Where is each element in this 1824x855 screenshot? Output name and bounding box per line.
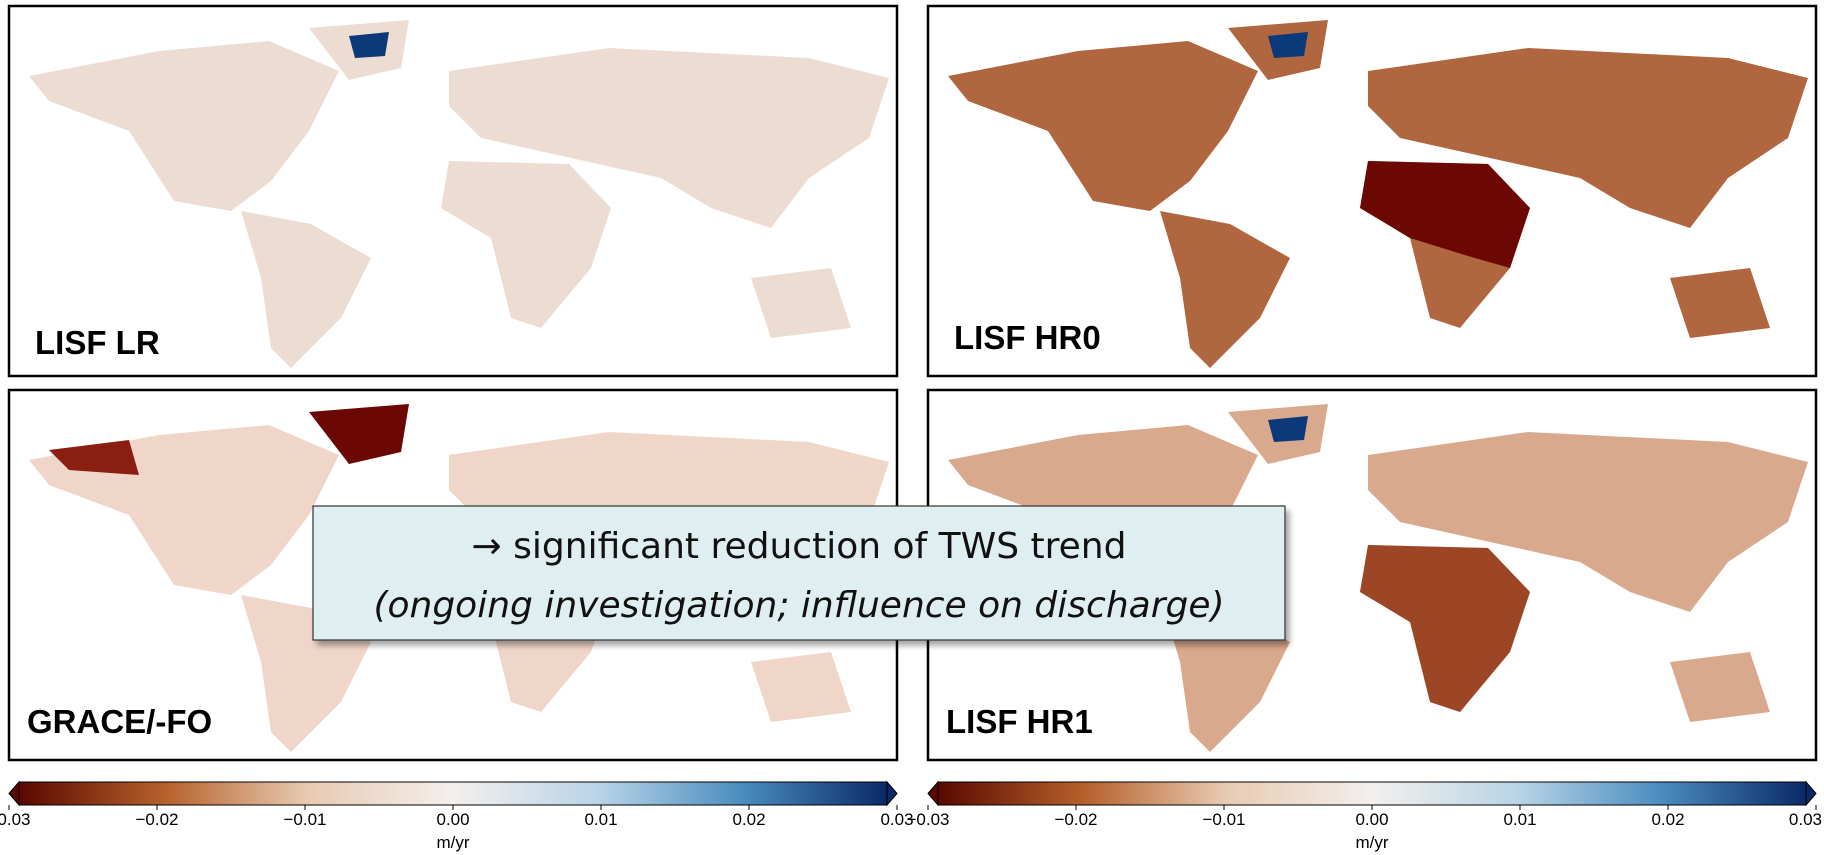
map-panel: LISF HR0 [926,4,1818,378]
tick-label: 0.02 [1651,810,1684,829]
tick-label: −0.02 [135,810,178,829]
panel-label: LISF LR [35,324,160,361]
tick-label: 0.02 [732,810,765,829]
colorbars: −0.03 −0.02 −0.01 0.00 0.01 0.02 0.03 m/yr −0.03… [0,780,1822,852]
panel-label: GRACE/-FO [27,703,212,740]
colorbar-end [927,780,939,807]
tick-label: 0.01 [1503,810,1536,829]
tick-label: 0.01 [584,810,617,829]
colorbar-end [886,780,898,807]
panel-label: LISF HR1 [946,703,1093,740]
colorbar-end [1805,780,1817,807]
callout [312,505,1286,641]
tick-label: −0.01 [283,810,326,829]
tick-label: 0.03 [1789,810,1822,829]
tick-label: 0.00 [1355,810,1388,829]
colorbar [937,781,1807,806]
panel-label: LISF HR0 [954,319,1101,356]
tick-label: 0.03 [880,810,913,829]
tick-label: −0.03 [0,810,31,829]
colorbar-end [8,780,20,807]
colorbar-unit: m/yr [436,833,469,852]
callout-line: → significant reduction of TWS trend [472,526,1127,567]
map-panel: LISF LR [7,4,899,378]
tick-label: −0.01 [1202,810,1245,829]
tick-label: −0.02 [1054,810,1097,829]
callout-line: (ongoing investigation; influence on dis… [373,585,1224,626]
tick-label: −0.03 [906,810,949,829]
tick-label: 0.00 [436,810,469,829]
colorbar-unit: m/yr [1355,833,1388,852]
colorbar [18,781,888,806]
